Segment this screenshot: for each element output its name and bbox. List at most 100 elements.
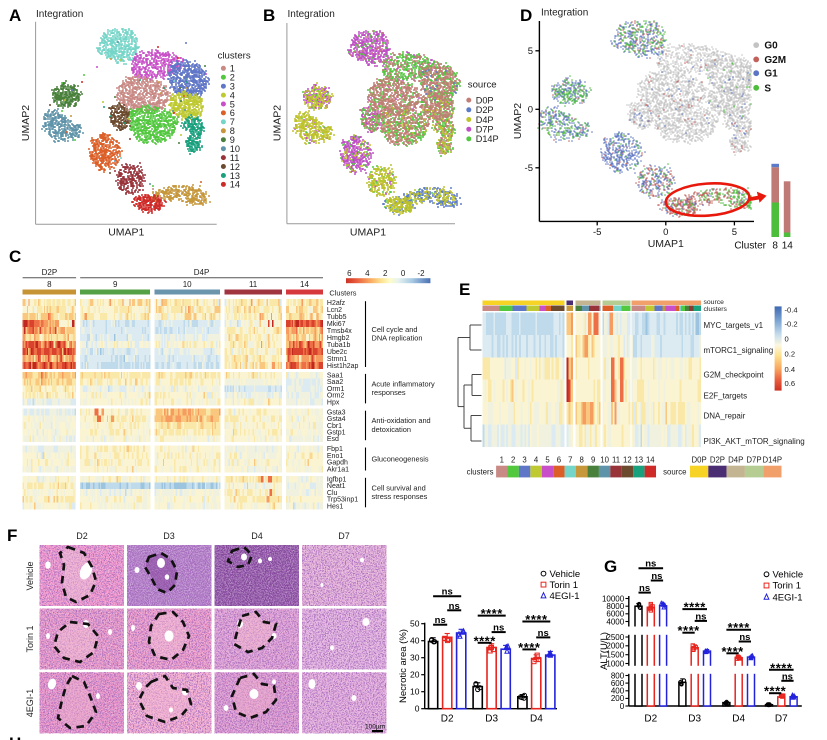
svg-text:6: 6 bbox=[347, 269, 352, 278]
svg-text:Fbp1: Fbp1 bbox=[327, 446, 343, 453]
svg-text:source: source bbox=[704, 299, 725, 306]
svg-text:D7: D7 bbox=[338, 531, 350, 541]
svg-text:D4: D4 bbox=[530, 714, 543, 725]
svg-text:4: 4 bbox=[230, 90, 235, 100]
svg-text:200: 200 bbox=[611, 694, 625, 703]
svg-text:D: D bbox=[520, 6, 532, 25]
svg-text:Gsta3: Gsta3 bbox=[327, 409, 346, 416]
svg-text:Lcn2: Lcn2 bbox=[327, 307, 342, 314]
svg-text:D4: D4 bbox=[732, 714, 745, 725]
svg-text:DNA replication: DNA replication bbox=[372, 333, 423, 342]
svg-text:PI3K_AKT_mTOR_signaling: PI3K_AKT_mTOR_signaling bbox=[704, 437, 805, 446]
svg-text:Anti-oxidation and: Anti-oxidation and bbox=[372, 416, 431, 425]
svg-text:8: 8 bbox=[47, 280, 52, 289]
svg-text:Gluconeogenesis: Gluconeogenesis bbox=[372, 455, 429, 464]
svg-text:1000: 1000 bbox=[606, 659, 624, 668]
svg-text:F: F bbox=[7, 526, 17, 545]
svg-text:D4P: D4P bbox=[476, 115, 494, 125]
svg-text:ns: ns bbox=[782, 671, 793, 682]
svg-text:600: 600 bbox=[611, 679, 625, 688]
svg-text:2: 2 bbox=[511, 455, 515, 464]
svg-text:0: 0 bbox=[528, 105, 533, 116]
svg-text:****: **** bbox=[525, 612, 548, 627]
svg-text:ns: ns bbox=[449, 601, 460, 612]
svg-text:0: 0 bbox=[663, 227, 668, 238]
svg-text:****: **** bbox=[721, 644, 744, 659]
svg-text:Ube2c: Ube2c bbox=[327, 349, 348, 356]
svg-text:Tuba1b: Tuba1b bbox=[327, 342, 351, 349]
svg-text:Igfbp1: Igfbp1 bbox=[327, 477, 347, 484]
svg-text:D7: D7 bbox=[775, 714, 788, 725]
svg-text:D4P: D4P bbox=[194, 268, 210, 277]
svg-text:1: 1 bbox=[230, 64, 235, 74]
svg-text:8: 8 bbox=[772, 241, 778, 252]
svg-text:11: 11 bbox=[230, 153, 240, 163]
svg-text:7: 7 bbox=[230, 117, 235, 127]
svg-text:ns: ns bbox=[435, 615, 446, 626]
svg-text:D3: D3 bbox=[688, 714, 701, 725]
svg-text:DNA_repair: DNA_repair bbox=[704, 411, 746, 420]
svg-text:UMAP2: UMAP2 bbox=[20, 105, 32, 141]
svg-text:D3: D3 bbox=[485, 714, 498, 725]
svg-text:14: 14 bbox=[646, 455, 655, 464]
svg-text:D2P: D2P bbox=[476, 105, 494, 115]
svg-text:ns: ns bbox=[739, 632, 750, 643]
svg-text:G1: G1 bbox=[764, 69, 778, 80]
svg-text:UMAP2: UMAP2 bbox=[512, 103, 524, 139]
svg-text:Integration: Integration bbox=[288, 9, 335, 20]
svg-text:D0P: D0P bbox=[476, 95, 494, 105]
svg-text:2500: 2500 bbox=[606, 633, 624, 642]
svg-text:8: 8 bbox=[230, 126, 235, 136]
svg-text:Hist1h2ap: Hist1h2ap bbox=[327, 363, 359, 370]
svg-text:Esd: Esd bbox=[327, 436, 339, 443]
svg-text:Tmsb4x: Tmsb4x bbox=[327, 328, 352, 335]
svg-text:Integration: Integration bbox=[36, 9, 83, 20]
svg-text:4000: 4000 bbox=[606, 617, 624, 626]
svg-text:-5: -5 bbox=[593, 227, 601, 238]
svg-text:S: S bbox=[764, 83, 771, 94]
svg-text:Tubb5: Tubb5 bbox=[327, 314, 347, 321]
svg-text:D3: D3 bbox=[163, 531, 175, 541]
svg-text:4EGI-1: 4EGI-1 bbox=[25, 689, 35, 718]
svg-text:ns: ns bbox=[538, 628, 549, 639]
svg-text:6: 6 bbox=[557, 455, 561, 464]
svg-text:Cbr1: Cbr1 bbox=[327, 423, 342, 430]
svg-text:10000: 10000 bbox=[602, 594, 625, 603]
svg-text:D2: D2 bbox=[441, 714, 454, 725]
svg-text:5: 5 bbox=[732, 227, 737, 238]
svg-text:clusters: clusters bbox=[467, 468, 494, 477]
svg-text:****: **** bbox=[518, 640, 541, 655]
svg-text:Vehicle: Vehicle bbox=[25, 561, 35, 590]
svg-text:A: A bbox=[9, 6, 21, 25]
svg-text:Vehicle: Vehicle bbox=[550, 569, 581, 580]
svg-text:ALT(U/L): ALT(U/L) bbox=[599, 632, 610, 670]
svg-text:UMAP2: UMAP2 bbox=[272, 105, 284, 141]
svg-text:Hpx: Hpx bbox=[327, 399, 340, 406]
svg-text:400: 400 bbox=[611, 687, 625, 696]
svg-text:9: 9 bbox=[591, 455, 595, 464]
svg-text:Clu: Clu bbox=[327, 490, 338, 497]
svg-text:****: **** bbox=[770, 660, 793, 675]
svg-text:0.4: 0.4 bbox=[785, 365, 796, 374]
svg-text:-0.2: -0.2 bbox=[785, 319, 798, 328]
svg-text:clusters: clusters bbox=[704, 306, 728, 313]
svg-text:mTORC1_signaling: mTORC1_signaling bbox=[704, 346, 774, 355]
svg-text:ns: ns bbox=[651, 571, 662, 582]
svg-text:10: 10 bbox=[183, 280, 192, 289]
svg-text:stress responses: stress responses bbox=[372, 492, 428, 501]
svg-text:12: 12 bbox=[230, 162, 240, 172]
svg-text:1500: 1500 bbox=[606, 651, 624, 660]
svg-text:ns: ns bbox=[639, 583, 650, 594]
svg-text:ns: ns bbox=[695, 611, 706, 622]
svg-text:9: 9 bbox=[230, 135, 235, 145]
svg-text:H2afz: H2afz bbox=[327, 300, 346, 307]
svg-text:H: H bbox=[9, 734, 21, 740]
svg-text:Hmgb2: Hmgb2 bbox=[327, 335, 350, 342]
svg-text:UMAP1: UMAP1 bbox=[648, 238, 684, 250]
svg-text:Hes1: Hes1 bbox=[327, 503, 343, 510]
svg-text:G0: G0 bbox=[764, 41, 778, 52]
svg-text:source: source bbox=[663, 468, 686, 477]
svg-text:20: 20 bbox=[410, 670, 420, 680]
svg-text:Gapdh: Gapdh bbox=[327, 460, 348, 467]
svg-text:0.2: 0.2 bbox=[785, 350, 796, 359]
